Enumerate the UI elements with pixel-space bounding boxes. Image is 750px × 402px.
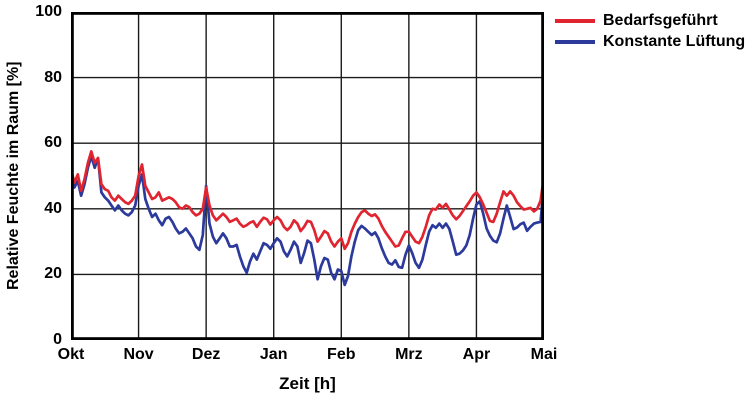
x-tick-label: Mai [530, 346, 558, 363]
x-tick-label: Okt [57, 346, 85, 363]
legend-label: Konstante Lüftung [603, 33, 746, 50]
y-tick-label: 0 [53, 331, 62, 348]
legend-item: Bedarfsgeführt [555, 11, 745, 31]
x-tick-label: Mrz [395, 346, 423, 363]
legend-label: Bedarfsgeführt [603, 12, 718, 29]
y-axis-title: Relative Feuchte im Raum [%] [5, 61, 22, 291]
plot-area [71, 12, 544, 340]
plot-frame [71, 12, 544, 340]
series-line-konstante-l-ftung [71, 154, 544, 287]
legend-line-swatch [555, 40, 595, 44]
y-tick-label: 100 [35, 3, 62, 20]
series-line-bedarfsgef-hrt [71, 150, 544, 251]
x-axis-title: Zeit [h] [279, 374, 336, 393]
y-tick-label: 80 [44, 68, 62, 86]
x-tick-label: Jan [259, 346, 288, 363]
x-tick-label: Feb [327, 346, 356, 363]
x-tick-label: Apr [462, 346, 491, 363]
legend-item: Konstante Lüftung [555, 32, 745, 52]
y-tick-label: 20 [44, 265, 62, 283]
legend: Bedarfsgeführt Konstante Lüftung [555, 11, 745, 53]
y-tick-label: 60 [44, 134, 62, 152]
y-tick-label: 40 [44, 199, 62, 217]
legend-line-swatch [555, 19, 595, 23]
x-tick-label: Dez [191, 346, 221, 363]
x-tick-label: Nov [123, 346, 154, 363]
